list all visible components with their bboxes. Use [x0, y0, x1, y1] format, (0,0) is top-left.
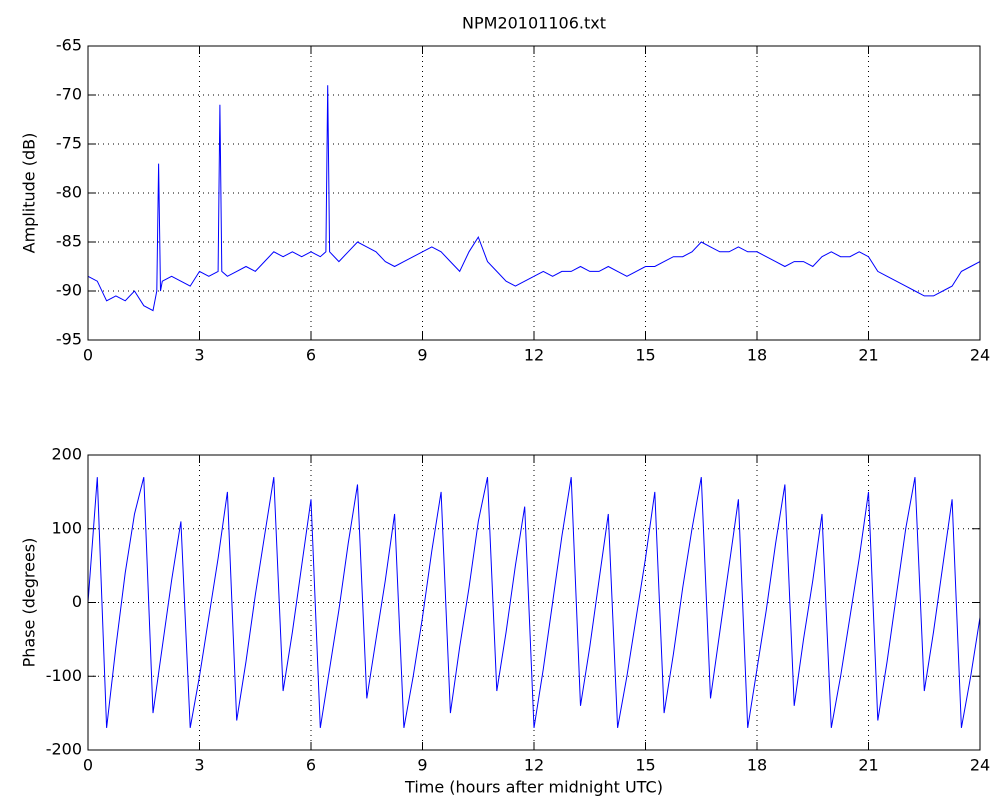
x-tick-label: 21: [858, 346, 878, 365]
x-tick-label: 6: [306, 756, 316, 775]
x-tick-label: 21: [858, 756, 878, 775]
y-tick-label: 0: [72, 592, 82, 611]
axes-frame: [87, 454, 981, 751]
y-tick-label: -85: [56, 232, 82, 251]
x-tick-label: 0: [83, 346, 93, 365]
y-tick-label: 100: [51, 518, 82, 537]
axes-frame: [87, 45, 981, 341]
y-tick-label: -75: [56, 134, 82, 153]
x-tick-label: 15: [635, 756, 655, 775]
x-tick-label: 12: [524, 756, 544, 775]
data-line: [87, 476, 981, 728]
x-tick-label: 9: [417, 346, 427, 365]
x-tick-label: 3: [194, 756, 204, 775]
y-tick-label: -90: [56, 281, 82, 300]
x-tick-label: 0: [83, 756, 93, 775]
x-tick-label: 9: [417, 756, 427, 775]
x-tick-label: 3: [194, 346, 204, 365]
y-axis-label: Amplitude (dB): [20, 133, 39, 254]
y-tick-label: -65: [56, 36, 82, 55]
y-tick-label: -100: [46, 666, 82, 685]
y-tick-label: 200: [51, 445, 82, 464]
x-tick-label: 15: [635, 346, 655, 365]
x-tick-label: 12: [524, 346, 544, 365]
y-tick-label: -200: [46, 740, 82, 759]
chart-title: NPM20101106.txt: [462, 14, 606, 33]
x-tick-label: 24: [970, 346, 990, 365]
data-line: [87, 85, 981, 312]
y-tick-label: -80: [56, 183, 82, 202]
x-tick-label: 18: [747, 346, 767, 365]
x-axis-label: Time (hours after midnight UTC): [404, 778, 663, 797]
x-tick-label: 18: [747, 756, 767, 775]
y-axis-label: Phase (degrees): [20, 538, 39, 668]
y-tick-label: -70: [56, 85, 82, 104]
x-tick-label: 24: [970, 756, 990, 775]
y-tick-label: -95: [56, 330, 82, 349]
x-tick-label: 6: [306, 346, 316, 365]
